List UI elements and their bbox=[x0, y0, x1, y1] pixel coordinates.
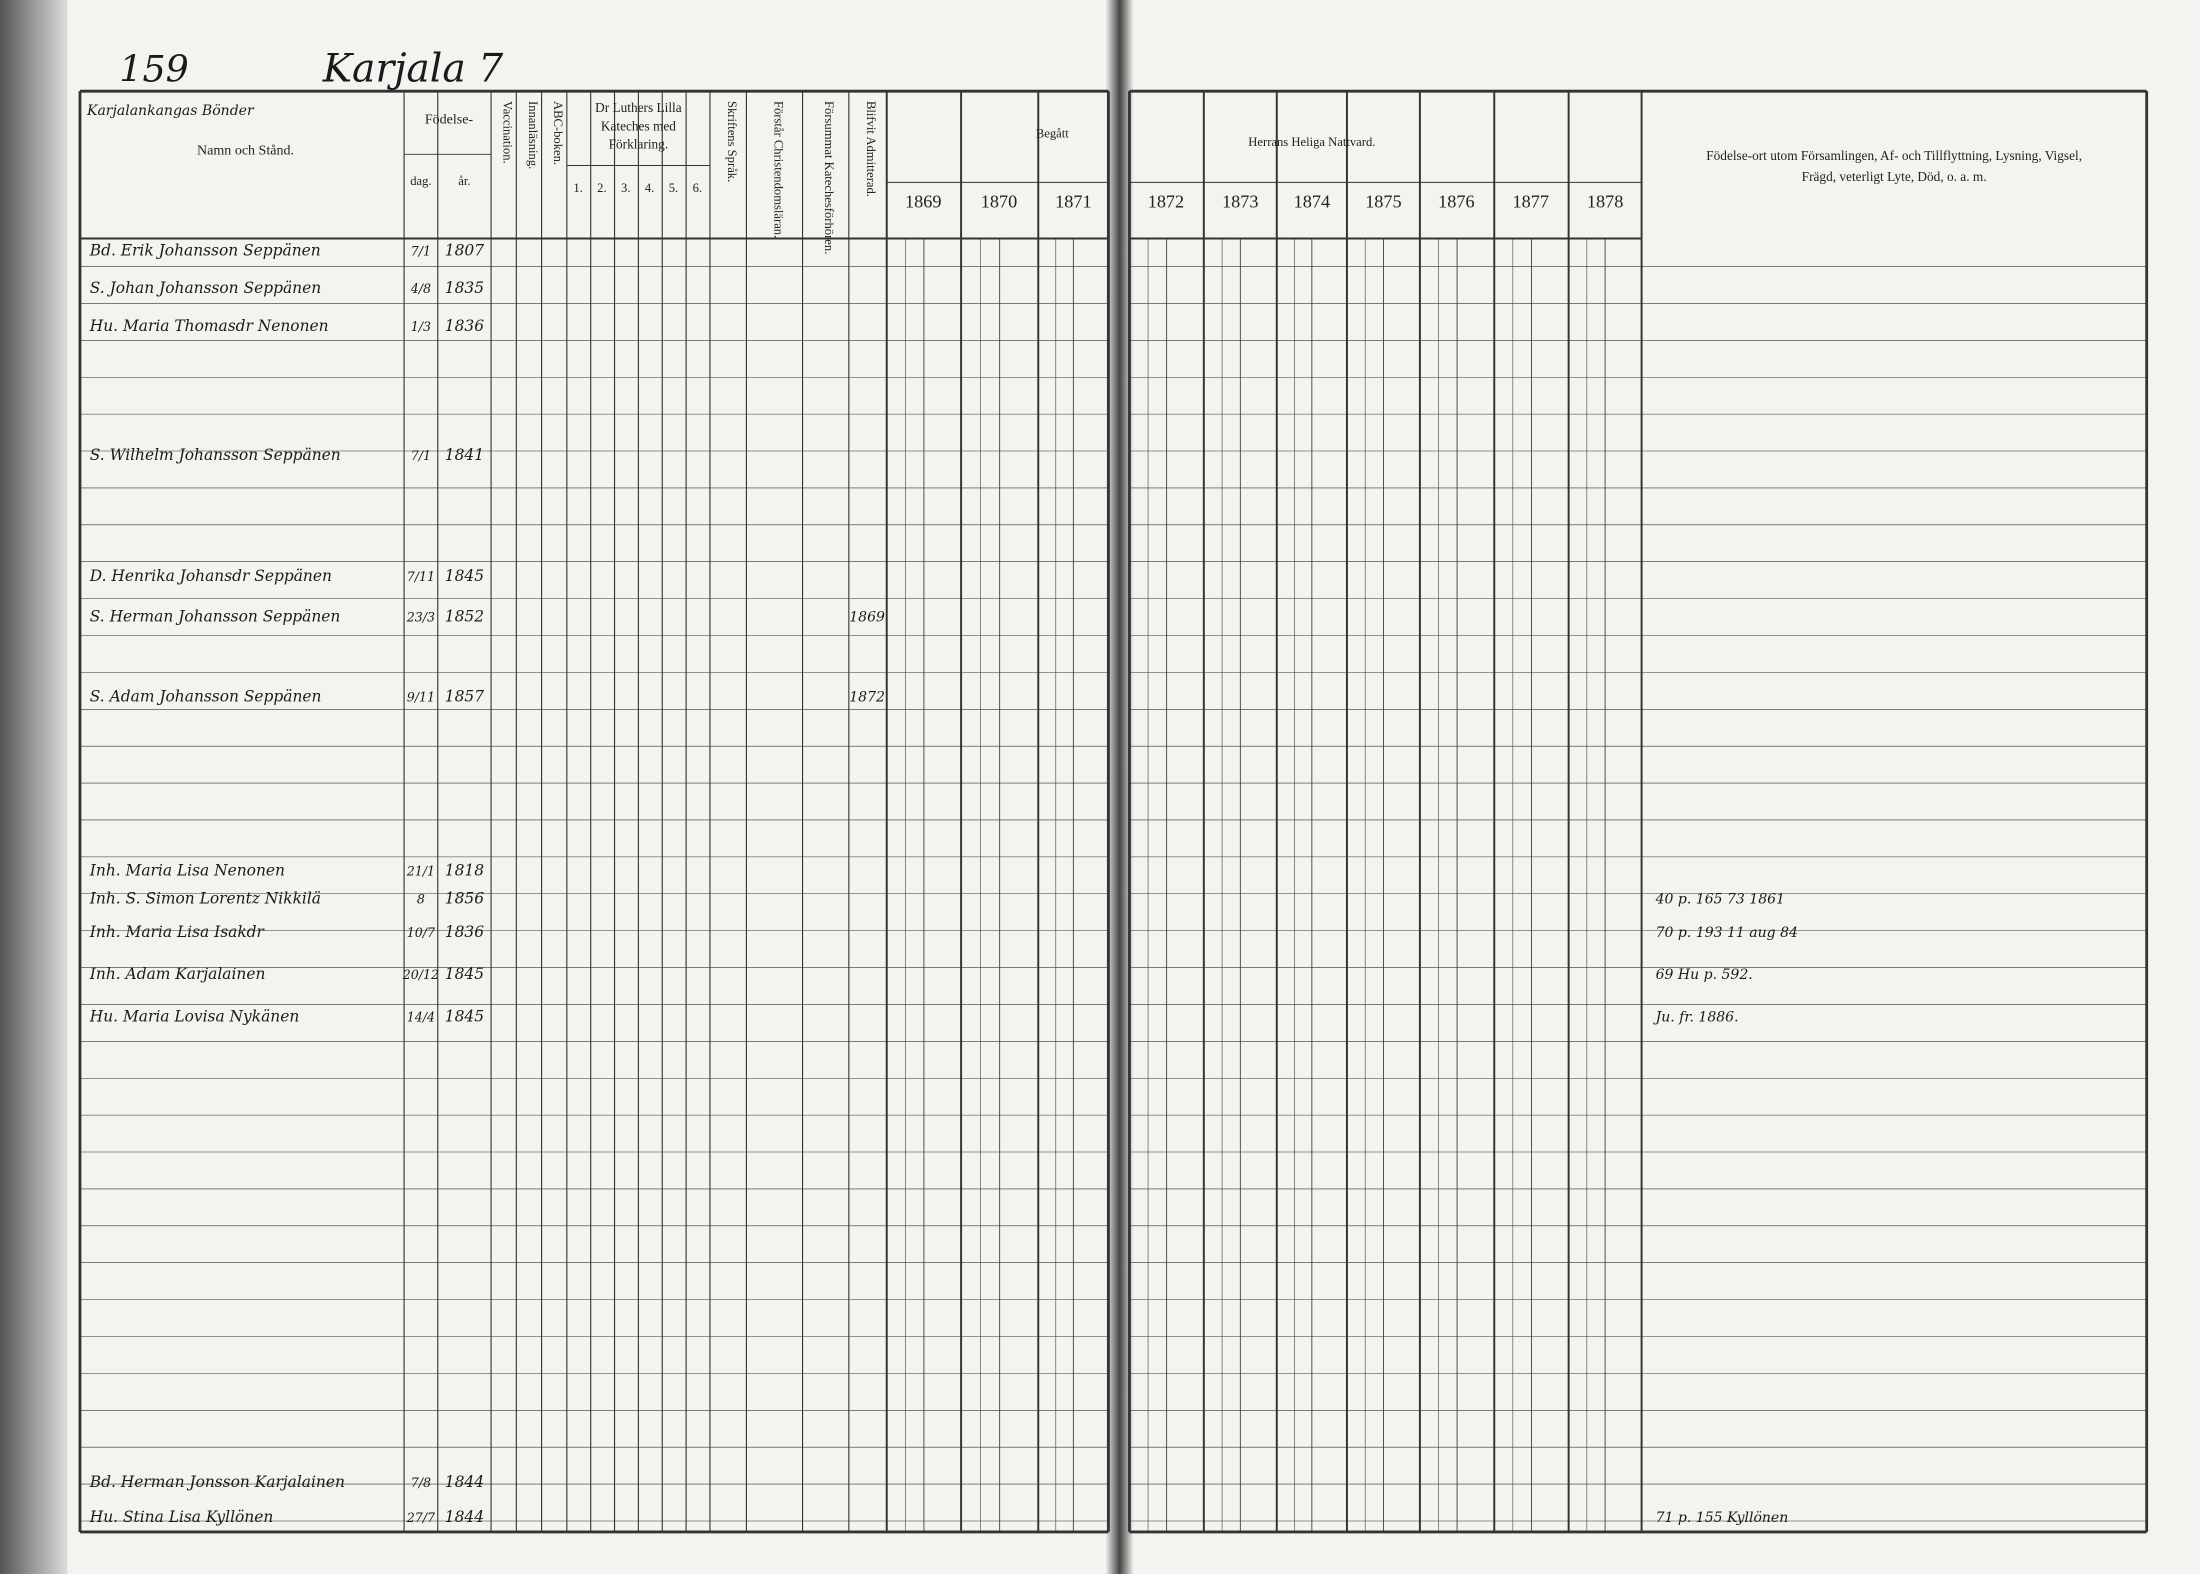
row-year: 1845 bbox=[445, 567, 484, 585]
column-header: Vaccination. bbox=[501, 101, 515, 164]
row-name: Hu. Stina Lisa Kyllönen bbox=[89, 1508, 273, 1526]
year-header: 1876 bbox=[1438, 192, 1474, 212]
column-header: Födelse-ort utom Församlingen, Af- och T… bbox=[1706, 148, 2082, 163]
column-header: år. bbox=[458, 174, 470, 188]
row-note: 70 p. 193 11 aug 84 bbox=[1656, 925, 1798, 941]
column-header: 4. bbox=[645, 181, 654, 195]
row-year: 1841 bbox=[445, 446, 484, 464]
column-header: 2. bbox=[597, 181, 606, 195]
row-name: Inh. Maria Lisa Isakdr bbox=[89, 923, 266, 941]
row-name: S. Adam Johansson Seppänen bbox=[90, 687, 322, 705]
year-header: 1877 bbox=[1513, 192, 1549, 212]
row-day: 1/3 bbox=[411, 319, 431, 334]
row-name: D. Henrika Johansdr Seppänen bbox=[89, 567, 332, 585]
row-year: 1845 bbox=[445, 965, 484, 983]
row-day: 8 bbox=[417, 891, 425, 906]
row-day: 14/4 bbox=[407, 1009, 435, 1024]
row-name: Bd. Herman Jonsson Karjalainen bbox=[89, 1473, 345, 1491]
year-header: 1871 bbox=[1055, 192, 1091, 212]
column-header: dag. bbox=[410, 174, 431, 188]
column-header: Förstår Christendomsläran. bbox=[771, 101, 785, 238]
row-note: 69 Hu p. 592. bbox=[1656, 967, 1753, 983]
row-name: S. Johan Johansson Seppänen bbox=[90, 279, 321, 297]
page-number: 159 bbox=[119, 47, 189, 90]
row-year: 1844 bbox=[445, 1508, 484, 1526]
row-year: 1807 bbox=[445, 241, 484, 259]
column-header: Begått bbox=[1036, 126, 1069, 140]
row-name: Hu. Maria Thomasdr Nenonen bbox=[89, 317, 329, 335]
column-header: Skriftens Språk. bbox=[725, 101, 739, 182]
column-header: Namn och Stånd. bbox=[197, 143, 294, 158]
year-header: 1873 bbox=[1222, 192, 1258, 212]
year-header: 1870 bbox=[981, 192, 1017, 212]
row-admitted: 1869 bbox=[849, 609, 885, 625]
column-header: Födelse- bbox=[425, 112, 474, 127]
year-header: 1874 bbox=[1294, 192, 1330, 212]
row-day: 7/11 bbox=[407, 569, 435, 584]
column-header: Innanläsning. bbox=[526, 101, 540, 169]
row-name: Bd. Erik Johansson Seppänen bbox=[89, 241, 321, 259]
row-year: 1857 bbox=[445, 687, 484, 705]
row-day: 20/12 bbox=[402, 967, 439, 982]
row-day: 9/11 bbox=[407, 689, 435, 704]
row-day: 21/1 bbox=[406, 863, 435, 878]
village: Karjalankangas Bönder bbox=[86, 103, 255, 119]
row-name: S. Herman Johansson Seppänen bbox=[90, 607, 341, 625]
row-name: Inh. Maria Lisa Nenonen bbox=[89, 861, 285, 879]
row-admitted: 1872 bbox=[849, 689, 885, 705]
row-year: 1818 bbox=[445, 861, 484, 879]
row-day: 7/1 bbox=[411, 448, 431, 463]
row-year: 1845 bbox=[445, 1007, 484, 1025]
row-year: 1844 bbox=[445, 1473, 484, 1491]
rules bbox=[78, 89, 2149, 1534]
row-year: 1856 bbox=[445, 889, 484, 907]
column-header: Herrans Heliga Nattvard. bbox=[1248, 135, 1375, 149]
row-note: 40 p. 165 73 1861 bbox=[1655, 891, 1785, 907]
row-day: 23/3 bbox=[406, 609, 435, 624]
place: Karjala 7 bbox=[322, 46, 504, 91]
column-header: Dr Luthers Lilla bbox=[595, 100, 682, 115]
row-year: 1835 bbox=[445, 279, 484, 297]
column-header: Försummat Katechesförhören. bbox=[822, 101, 836, 254]
row-day: 27/7 bbox=[406, 1510, 435, 1525]
row-year: 1852 bbox=[445, 607, 484, 625]
row-name: Inh. S. Simon Lorentz Nikkilä bbox=[89, 889, 321, 907]
row-day: 7/8 bbox=[411, 1475, 431, 1490]
year-header: 1872 bbox=[1148, 192, 1184, 212]
year-header: 1869 bbox=[905, 192, 941, 212]
texts: 159 Karjala 7 Karjalankangas Bönder Namn oc… bbox=[86, 46, 2082, 1526]
column-header: Frägd, veterligt Lyte, Död, o. a. m. bbox=[1802, 169, 1987, 184]
row-name: S. Wilhelm Johansson Seppänen bbox=[90, 446, 341, 464]
year-header: 1878 bbox=[1587, 192, 1623, 212]
year-header: 1875 bbox=[1365, 192, 1401, 212]
book-edge bbox=[0, 0, 68, 1574]
row-year: 1836 bbox=[445, 317, 484, 335]
column-header: Förklaring. bbox=[609, 137, 669, 152]
row-year: 1836 bbox=[445, 923, 484, 941]
row-note: Ju. fr. 1886. bbox=[1653, 1009, 1739, 1025]
column-header: 6. bbox=[693, 181, 702, 195]
row-name: Inh. Adam Karjalainen bbox=[89, 965, 266, 983]
row-name: Hu. Maria Lovisa Nykänen bbox=[89, 1007, 300, 1025]
column-header: 3. bbox=[621, 181, 630, 195]
column-header: Kateches med bbox=[601, 118, 676, 133]
row-note: 71 p. 155 Kyllönen bbox=[1656, 1510, 1789, 1526]
column-header: Blifvit Admitterad. bbox=[864, 101, 878, 197]
column-header: 5. bbox=[669, 181, 678, 195]
row-day: 7/1 bbox=[411, 243, 431, 258]
row-day: 10/7 bbox=[407, 925, 435, 940]
column-header: ABC-boken. bbox=[551, 101, 565, 165]
row-day: 4/8 bbox=[410, 281, 431, 296]
column-header: 1. bbox=[573, 181, 582, 195]
